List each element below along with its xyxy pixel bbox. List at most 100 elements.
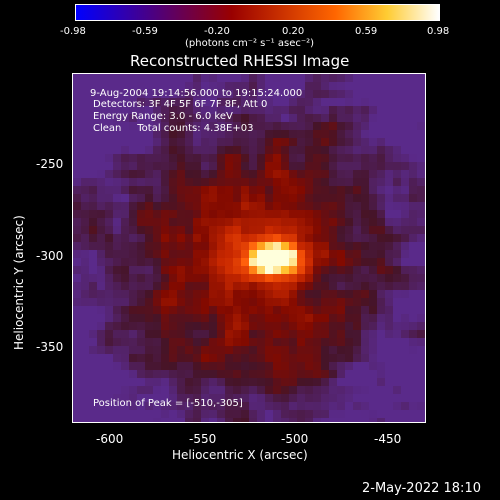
heatmap-cell <box>193 370 201 378</box>
heatmap-cell <box>305 186 313 194</box>
heatmap-cell <box>153 258 161 266</box>
heatmap-cell <box>169 314 177 322</box>
heatmap-cell <box>145 170 153 178</box>
heatmap-cell <box>145 274 153 282</box>
heatmap-cell <box>353 298 361 306</box>
heatmap-cell <box>297 130 305 138</box>
heatmap-cell <box>361 386 369 394</box>
heatmap-cell <box>225 402 233 410</box>
heatmap-cell <box>177 186 185 194</box>
heatmap-cell <box>337 386 345 394</box>
heatmap-cell <box>161 418 169 422</box>
heatmap-cell <box>249 298 257 306</box>
heatmap-cell <box>281 330 289 338</box>
heatmap-cell <box>177 354 185 362</box>
heatmap-cell <box>233 298 241 306</box>
heatmap-cell <box>193 418 201 422</box>
heatmap-cell <box>233 258 241 266</box>
heatmap-cell <box>241 242 249 250</box>
heatmap-cell <box>73 226 81 234</box>
heatmap-cell <box>217 146 225 154</box>
heatmap-cell <box>81 98 89 106</box>
heatmap-cell <box>353 82 361 90</box>
heatmap-cell <box>201 330 209 338</box>
heatmap-cell <box>297 370 305 378</box>
heatmap-cell <box>281 234 289 242</box>
heatmap-cell <box>89 322 97 330</box>
heatmap-cell <box>289 218 297 226</box>
heatmap-cell <box>97 114 105 122</box>
heatmap-cell <box>385 410 393 418</box>
heatmap-cell <box>241 386 249 394</box>
heatmap-cell <box>321 178 329 186</box>
heatmap-cell <box>281 266 289 274</box>
heatmap-cell <box>233 418 241 422</box>
heatmap-cell <box>97 106 105 114</box>
heatmap-cell <box>169 298 177 306</box>
heatmap-cell <box>169 90 177 98</box>
heatmap-cell <box>241 378 249 386</box>
heatmap-cell <box>73 258 81 266</box>
heatmap-cell <box>409 114 417 122</box>
heatmap-cell <box>401 114 409 122</box>
heatmap-cell <box>153 146 161 154</box>
heatmap-cell <box>121 210 129 218</box>
heatmap-cell <box>137 146 145 154</box>
heatmap-cell <box>113 186 121 194</box>
heatmap-cell <box>369 162 377 170</box>
heatmap-cell <box>129 226 137 234</box>
heatmap-cell <box>321 122 329 130</box>
heatmap-cell <box>297 194 305 202</box>
heatmap-cell <box>361 258 369 266</box>
heatmap-cell <box>337 346 345 354</box>
colorbar-tick-label: -0.98 <box>60 26 86 37</box>
heatmap-cell <box>89 98 97 106</box>
heatmap-cell <box>273 354 281 362</box>
heatmap-cell <box>209 146 217 154</box>
heatmap-cell <box>185 82 193 90</box>
heatmap-cell <box>393 98 401 106</box>
heatmap-cell <box>369 322 377 330</box>
heatmap-cell <box>97 354 105 362</box>
heatmap-cell <box>353 322 361 330</box>
heatmap-cell <box>369 146 377 154</box>
heatmap-cell <box>417 306 425 314</box>
heatmap-cell <box>137 346 145 354</box>
heatmap-cell <box>249 378 257 386</box>
heatmap-cell <box>369 82 377 90</box>
heatmap-cell <box>249 226 257 234</box>
heatmap-cell <box>241 98 249 106</box>
heatmap-cell <box>337 234 345 242</box>
heatmap-cell <box>225 314 233 322</box>
heatmap-cell <box>409 106 417 114</box>
heatmap-cell <box>289 186 297 194</box>
heatmap-cell <box>329 282 337 290</box>
heatmap-cell <box>305 154 313 162</box>
heatmap-cell <box>73 82 81 90</box>
heatmap-cell <box>321 282 329 290</box>
heatmap-cell <box>129 402 137 410</box>
heatmap-cell <box>73 154 81 162</box>
heatmap-cell <box>273 418 281 422</box>
heatmap-cell <box>321 322 329 330</box>
heatmap-cell <box>249 290 257 298</box>
heatmap-cell <box>81 266 89 274</box>
heatmap-cell <box>265 194 273 202</box>
heatmap-cell <box>377 330 385 338</box>
heatmap-cell <box>377 194 385 202</box>
heatmap-cell <box>369 170 377 178</box>
heatmap-cell <box>417 138 425 146</box>
heatmap-cell <box>377 418 385 422</box>
heatmap-cell <box>337 90 345 98</box>
heatmap-cell <box>113 146 121 154</box>
heatmap-cell <box>257 138 265 146</box>
heatmap-cell <box>417 250 425 258</box>
colorbar <box>75 4 440 21</box>
heatmap-cell <box>217 314 225 322</box>
heatmap-cell <box>161 194 169 202</box>
heatmap-cell <box>257 354 265 362</box>
heatmap-cell <box>105 394 113 402</box>
heatmap-cell <box>129 410 137 418</box>
heatmap-cell <box>201 274 209 282</box>
heatmap-cell <box>121 82 129 90</box>
